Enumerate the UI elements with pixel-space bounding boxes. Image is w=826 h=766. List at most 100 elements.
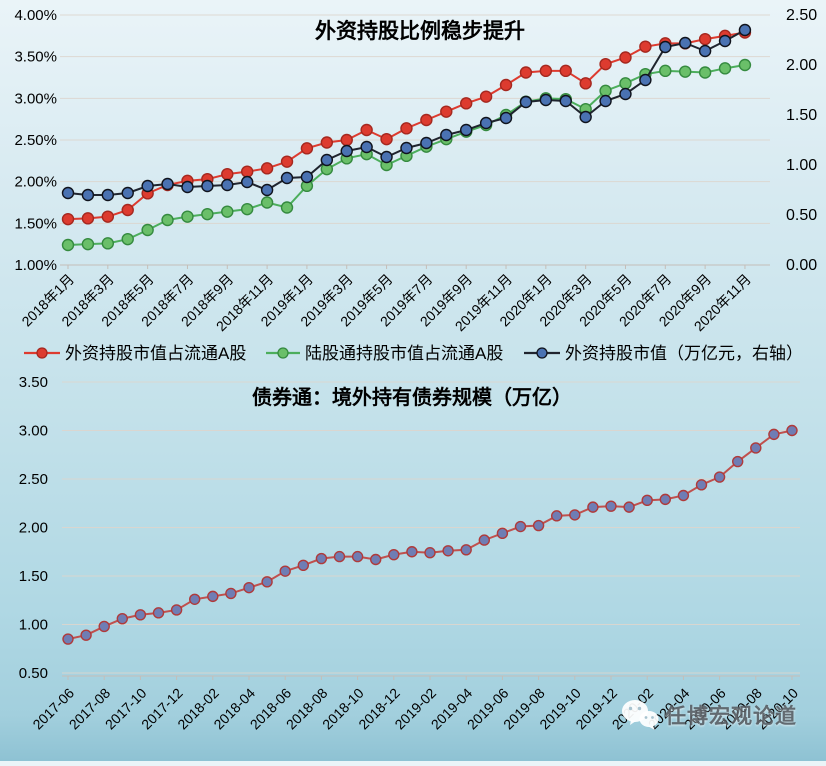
data-point-marker xyxy=(280,155,294,168)
data-point-marker xyxy=(478,534,490,546)
data-point-marker xyxy=(181,210,194,223)
legend-item-1: 陆股通持股市值占流通A股 xyxy=(266,344,503,363)
data-point-marker xyxy=(380,132,393,146)
chart-foreign-equity-x-axis xyxy=(60,264,770,269)
data-point-marker xyxy=(297,559,309,572)
data-point-marker xyxy=(141,179,154,193)
data-point-marker xyxy=(599,84,612,98)
data-point-marker xyxy=(738,58,752,72)
legend-marker-dot xyxy=(36,347,48,359)
data-point-marker xyxy=(639,73,652,87)
y-axis-tick-label: 1.50 xyxy=(19,568,48,585)
data-point-marker xyxy=(718,34,732,48)
y-axis-tick-label: 1.00 xyxy=(786,157,817,174)
data-point-marker xyxy=(641,494,653,507)
data-point-marker xyxy=(81,212,95,225)
data-point-marker xyxy=(551,510,563,522)
y-axis-tick-label: 1.50% xyxy=(14,215,57,232)
chart-foreign-equity-left-axis-labels: 4.00% 3.50% 3.00% 2.50% 2.00% 1.50% 1.00% xyxy=(14,7,57,274)
legend-item-0: 外资持股市值占流通A股 xyxy=(24,344,246,363)
chart-bond-connect-series-0 xyxy=(62,424,798,645)
data-point-marker xyxy=(424,547,436,559)
data-point-marker xyxy=(300,170,314,184)
data-point-marker xyxy=(280,171,294,185)
chart-foreign-equity-series-2 xyxy=(61,23,752,202)
data-point-marker xyxy=(98,620,110,633)
data-point-marker xyxy=(750,442,762,454)
data-point-marker xyxy=(380,150,393,164)
data-point-marker xyxy=(732,455,744,468)
data-point-marker xyxy=(677,489,690,502)
data-point-marker xyxy=(388,548,400,561)
data-point-marker xyxy=(460,544,472,556)
data-point-marker xyxy=(201,207,214,221)
chart-bond-connect-left-axis-labels: 3.50 3.00 2.50 2.00 1.50 1.00 0.50 xyxy=(19,374,48,682)
data-point-marker xyxy=(400,122,413,135)
data-point-marker xyxy=(116,612,129,625)
chart-foreign-equity-series-1 xyxy=(61,58,752,252)
data-point-marker xyxy=(460,123,473,137)
data-point-marker xyxy=(340,133,353,147)
data-point-marker xyxy=(587,501,599,513)
legend-marker-dot xyxy=(536,347,548,359)
y-axis-tick-label: 1.00% xyxy=(14,257,57,274)
data-point-marker xyxy=(579,110,592,124)
data-point-marker xyxy=(499,111,513,125)
data-point-marker xyxy=(121,186,134,200)
data-point-marker xyxy=(240,165,254,178)
data-point-marker xyxy=(81,237,95,251)
data-point-marker xyxy=(786,424,798,437)
data-point-marker xyxy=(101,237,115,250)
y-axis-tick-label: 0.50 xyxy=(786,207,817,224)
chart-foreign-equity-right-axis-labels: 2.50 2.00 1.50 1.00 0.50 0.00 xyxy=(786,7,817,274)
data-point-marker xyxy=(718,62,732,75)
data-point-marker xyxy=(221,167,234,181)
data-point-marker xyxy=(569,509,581,521)
data-point-marker xyxy=(201,179,214,193)
data-point-marker xyxy=(340,144,353,158)
data-point-marker xyxy=(599,94,612,108)
data-point-marker xyxy=(496,527,509,540)
y-axis-tick-label: 3.00% xyxy=(14,90,57,107)
chart-bond-connect-x-axis xyxy=(62,675,800,680)
data-point-marker xyxy=(579,77,592,90)
data-point-marker xyxy=(519,95,533,109)
y-axis-tick-label: 0.50 xyxy=(19,665,48,682)
data-point-marker xyxy=(738,23,752,37)
data-point-marker xyxy=(152,607,165,619)
data-point-marker xyxy=(221,178,234,192)
data-point-marker xyxy=(221,205,234,218)
data-point-marker xyxy=(141,223,154,237)
data-point-marker xyxy=(280,201,294,214)
data-point-marker xyxy=(460,97,473,110)
chart-foreign-equity-title: 外资持股比例稳步提升 xyxy=(315,19,525,43)
data-point-marker xyxy=(619,77,632,90)
data-point-marker xyxy=(240,175,254,189)
data-point-marker xyxy=(61,238,75,252)
data-point-marker xyxy=(170,604,183,616)
data-point-marker xyxy=(679,65,692,78)
y-axis-tick-label: 2.00 xyxy=(786,57,817,74)
data-point-marker xyxy=(695,479,708,491)
y-axis-tick-label: 2.00 xyxy=(19,520,48,537)
data-point-marker xyxy=(698,66,712,79)
y-axis-tick-label: 3.50 xyxy=(19,374,48,391)
chart-foreign-equity-legend: 外资持股市值占流通A股 陆股通持股市值占流通A股 外资持股市值（万亿元，右轴） xyxy=(24,344,803,363)
data-point-marker xyxy=(300,142,314,155)
data-point-marker xyxy=(713,471,726,483)
y-axis-tick-label: 3.00 xyxy=(19,423,48,440)
data-point-marker xyxy=(559,94,572,108)
chart-foreign-equity: 4.00%3.50%3.00%2.50%2.00%1.50%1.00%2.502… xyxy=(14,7,817,363)
data-point-marker xyxy=(360,123,373,137)
data-point-marker xyxy=(320,136,334,149)
data-point-marker xyxy=(400,141,413,155)
data-point-marker xyxy=(243,581,255,594)
data-point-marker xyxy=(81,188,95,202)
data-point-marker xyxy=(134,609,147,621)
data-point-marker xyxy=(440,105,453,118)
data-point-marker xyxy=(619,87,632,101)
y-axis-tick-label: 0.00 xyxy=(786,257,817,274)
data-point-marker xyxy=(261,576,273,588)
data-point-marker xyxy=(181,180,194,194)
